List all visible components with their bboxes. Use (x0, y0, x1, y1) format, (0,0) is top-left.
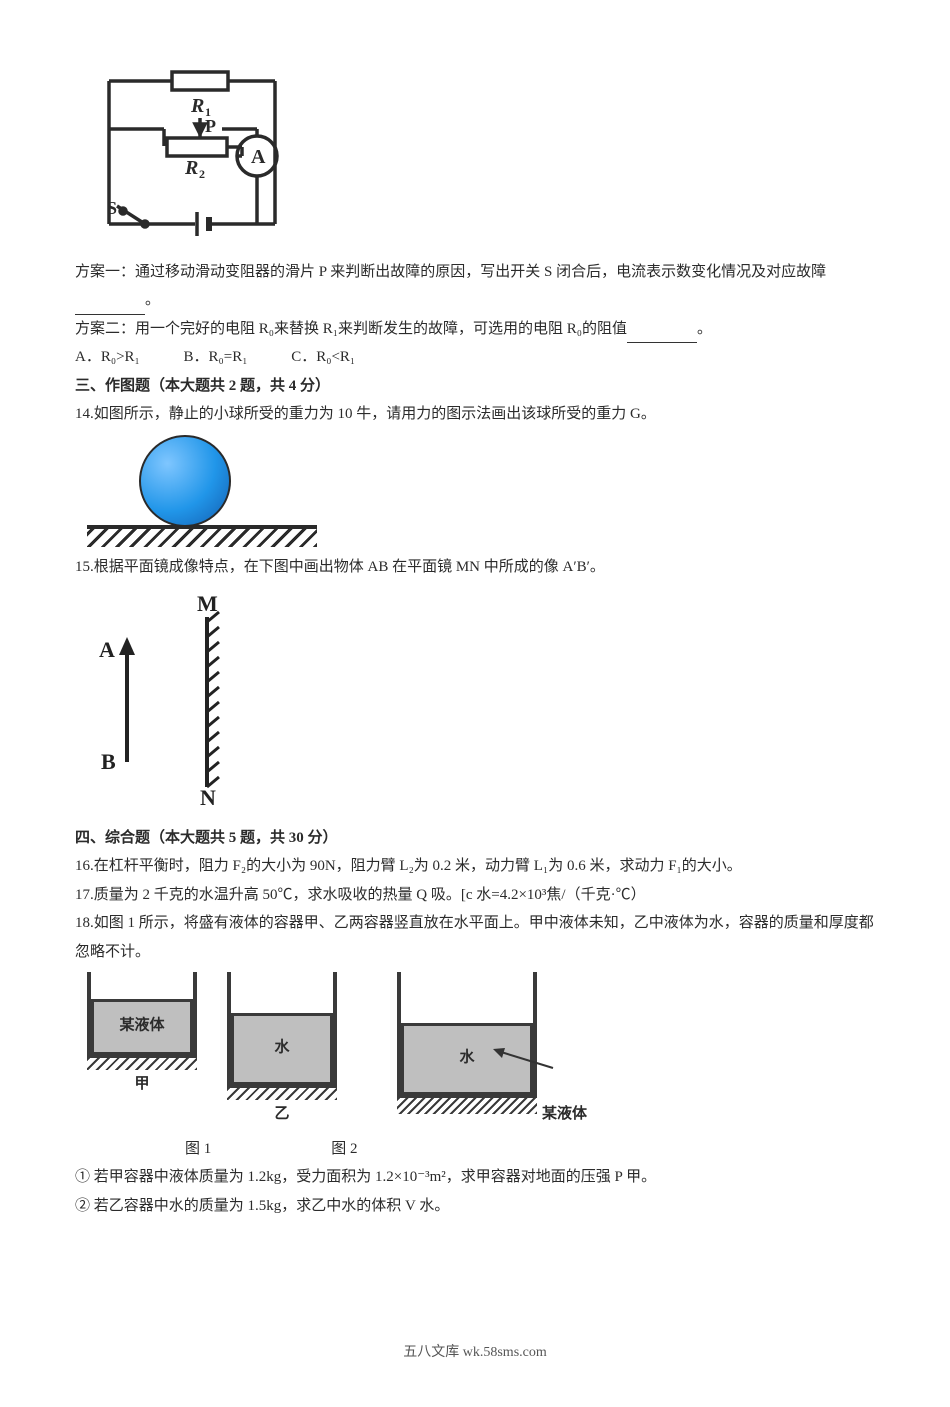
svg-text:N: N (200, 785, 216, 807)
fig-captions: 图 1 图 2 (185, 1135, 875, 1164)
opt-A: A．R₀>R₁ (75, 349, 140, 365)
plan2-b: 。 (697, 321, 712, 337)
container-jia: 某液体 甲 (87, 972, 197, 1099)
q15-figure: M N A B (87, 587, 875, 818)
q18-figure: 某液体 甲 水 乙 水 某液体 (87, 972, 875, 1129)
q18-text: 18.如图 1 所示，将盛有液体的容器甲、乙两容器竖直放在水平面上。甲中液体未知… (75, 909, 875, 966)
opt-B: B．R₀=R₁ (184, 349, 248, 365)
section4-heading: 四、综合题（本大题共 5 题，共 30 分） (75, 824, 875, 853)
svg-text:A: A (99, 637, 115, 662)
opt-C: C．R₀<R₁ (291, 349, 355, 365)
plan2-text: 方案二：用一个完好的电阻 R₀来替换 R₁来判断发生的故障，可选用的电阻 R₀的… (75, 315, 875, 344)
svg-text:A: A (251, 146, 266, 168)
label-liquid-unknown: 某液体 (94, 1011, 190, 1039)
arrow-pointer-icon (491, 1046, 563, 1076)
q18-sub1: ① 若甲容器中液体质量为 1.2kg，受力面积为 1.2×10⁻³m²，求甲容器… (75, 1163, 875, 1192)
q18-sub2: ② 若乙容器中水的质量为 1.5kg，求乙中水的体积 V 水。 (75, 1192, 875, 1221)
svg-text:R: R (184, 157, 198, 179)
svg-text:P: P (205, 116, 216, 136)
container-yi: 水 乙 (227, 972, 337, 1129)
svg-text:S: S (107, 198, 117, 218)
caption-fig1: 图 1 (185, 1135, 211, 1164)
section3-heading: 三、作图题（本大题共 2 题，共 4 分） (75, 372, 875, 401)
label-water-1: 水 (234, 1033, 330, 1062)
q15-text: 15.根据平面镜成像特点，在下图中画出物体 AB 在平面镜 MN 中所成的像 A… (75, 553, 875, 582)
caption-yi: 乙 (227, 1100, 337, 1129)
plan1-a: 方案一：通过移动滑动变阻器的滑片 P 来判断出故障的原因，写出开关 S 闭合后，… (75, 264, 826, 280)
ball-icon (139, 435, 231, 527)
q13-options: A．R₀>R₁ B．R₀=R₁ C．R₀<R₁ (75, 343, 875, 372)
circuit-figure: R 1 P R 2 A S (87, 66, 875, 252)
svg-text:M: M (197, 591, 218, 616)
q17-text: 17.质量为 2 千克的水温升高 50℃，求水吸收的热量 Q 吸。[c 水=4.… (75, 881, 875, 910)
plan1-text: 方案一：通过移动滑动变阻器的滑片 P 来判断出故障的原因，写出开关 S 闭合后，… (75, 258, 875, 315)
svg-text:R: R (190, 95, 204, 117)
container-fig2: 水 某液体 (397, 972, 537, 1114)
svg-text:B: B (101, 749, 116, 774)
plan1-tail: 。 (145, 292, 160, 308)
caption-fig2: 图 2 (331, 1135, 357, 1164)
plan2-blank (627, 326, 697, 344)
q16-text: 16.在杠杆平衡时，阻力 F₂的大小为 90N，阻力臂 L₂为 0.2 米，动力… (75, 852, 875, 881)
q14-text: 14.如图所示，静止的小球所受的重力为 10 牛，请用力的图示法画出该球所受的重… (75, 400, 875, 429)
svg-text:2: 2 (199, 167, 205, 181)
plan2-a: 方案二：用一个完好的电阻 R₀来替换 R₁来判断发生的故障，可选用的电阻 R₀的… (75, 321, 627, 337)
caption-jia: 甲 (87, 1070, 197, 1099)
label-pointer-text: 某液体 (542, 1100, 587, 1129)
ground-hatching (87, 525, 317, 547)
plan1-blank (75, 297, 145, 315)
q14-figure (87, 435, 317, 547)
